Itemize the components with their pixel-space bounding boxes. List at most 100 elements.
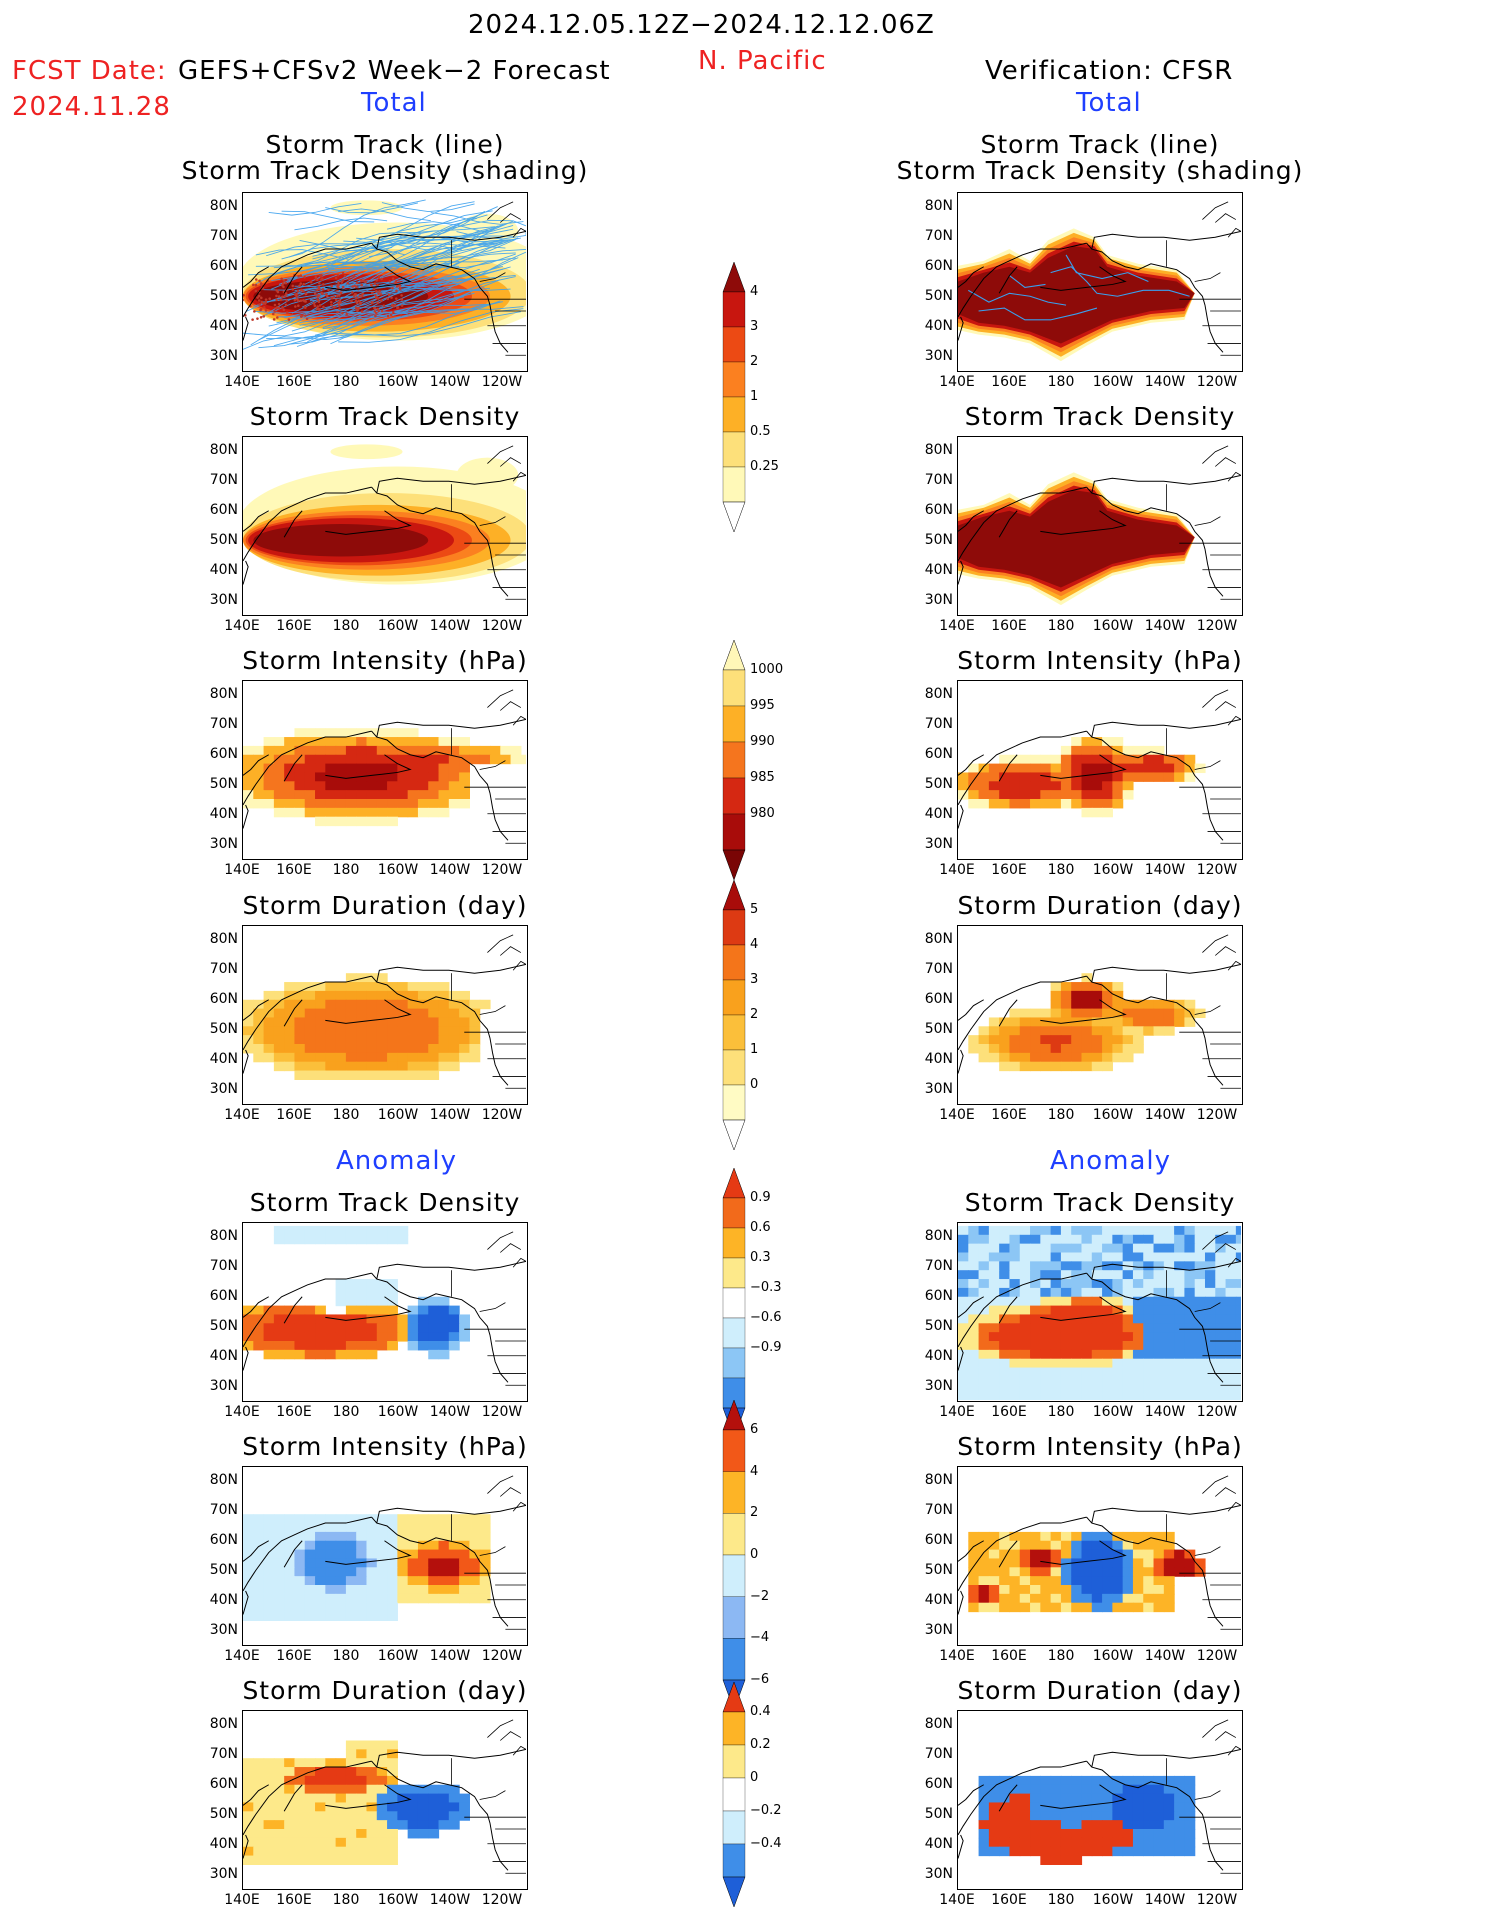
colorbar-tick-label: −0.9: [750, 1340, 782, 1355]
colorbar-tick-label: 4: [750, 937, 759, 952]
colorbar-segment: [722, 909, 746, 946]
colorbar: [722, 1681, 746, 1908]
lon-tick-label: 140W: [1144, 1107, 1186, 1123]
lat-tick-label: 80N: [209, 931, 238, 947]
colorbar-tick-label: −0.4: [750, 1836, 782, 1851]
lat-tick-label: 40N: [209, 1348, 238, 1364]
colorbar-tick-label: 1: [750, 389, 759, 404]
colorbar-segment: [722, 1681, 746, 1713]
colorbar-segment: [722, 361, 746, 398]
verification-map-panel: [957, 1222, 1243, 1402]
colorbar-segment: [722, 466, 746, 503]
colorbar-segment: [722, 1119, 746, 1151]
lat-tick-label: 40N: [924, 1836, 953, 1852]
lat-tick-label: 60N: [924, 1776, 953, 1792]
colorbar-tick-label: 5: [750, 902, 759, 917]
colorbar-tick-label: −0.6: [750, 1310, 782, 1325]
lon-tick-label: 140E: [939, 1892, 975, 1908]
panel-title: Storm Track Density: [964, 1188, 1236, 1217]
colorbar-segment: [722, 944, 746, 981]
colorbar: [722, 1399, 746, 1711]
colorbar-segment: [722, 1513, 746, 1556]
anomaly-cells: [243, 1225, 470, 1360]
lat-tick-label: 40N: [924, 318, 953, 334]
lon-tick-label: 160W: [377, 1404, 419, 1420]
lat-tick-label: 30N: [924, 1866, 953, 1882]
lon-tick-label: 160W: [377, 1648, 419, 1664]
lon-tick-label: 120W: [481, 374, 523, 390]
lat-tick-label: 50N: [924, 776, 953, 792]
lat-tick-label: 40N: [924, 806, 953, 822]
lat-tick-label: 40N: [209, 1592, 238, 1608]
lat-tick-label: 50N: [209, 1806, 238, 1822]
colorbar-segment: [722, 501, 746, 533]
panel-title: Storm Intensity (hPa): [242, 1432, 528, 1461]
lon-tick-label: 140E: [224, 1107, 260, 1123]
lon-tick-label: 140W: [1144, 862, 1186, 878]
anomaly-cells: [243, 1514, 491, 1621]
lon-tick-label: 180: [1047, 1648, 1075, 1664]
panel-title: Storm Intensity (hPa): [957, 1432, 1243, 1461]
map-plot: [958, 689, 1241, 844]
lat-tick-label: 80N: [924, 931, 953, 947]
lat-tick-label: 70N: [924, 961, 953, 977]
anomaly-label-left: Anomaly: [336, 1146, 458, 1176]
lon-tick-label: 180: [1047, 1107, 1075, 1123]
lon-tick-label: 120W: [481, 1404, 523, 1420]
panel-title: Storm Track (line): [980, 130, 1220, 159]
lat-tick-label: 70N: [924, 472, 953, 488]
colorbar-tick-label: −4: [750, 1630, 770, 1646]
lon-tick-label: 180: [332, 1107, 360, 1123]
colorbar-segment: [722, 1596, 746, 1639]
colorbar-tick-label: 995: [750, 698, 775, 713]
colorbar-tick-label: 2: [750, 1007, 759, 1022]
lon-tick-label: 160W: [1092, 1892, 1134, 1908]
lat-tick-label: 30N: [209, 348, 238, 364]
lon-tick-label: 140E: [939, 1107, 975, 1123]
lon-tick-label: 140E: [224, 618, 260, 634]
forecast-map-panel: [242, 1466, 528, 1646]
colorbar-segment: [722, 1843, 746, 1878]
forecast-map-panel: [242, 436, 528, 616]
colorbar-tick-label: −6: [750, 1672, 770, 1687]
colorbar-tick-label: 4: [750, 284, 759, 299]
lon-tick-label: 140E: [224, 1404, 260, 1420]
lat-tick-label: 80N: [924, 442, 953, 458]
lon-tick-label: 140E: [224, 862, 260, 878]
lon-tick-label: 140W: [429, 374, 471, 390]
colorbar-segment: [722, 1777, 746, 1812]
lon-tick-label: 120W: [1196, 618, 1238, 634]
panel-title: Storm Duration (day): [957, 891, 1243, 920]
lat-tick-label: 60N: [209, 502, 238, 518]
density-contour: [330, 444, 403, 460]
lon-tick-label: 140E: [224, 374, 260, 390]
map-plot: [958, 934, 1241, 1089]
lat-tick-label: 70N: [209, 716, 238, 732]
lon-tick-label: 160E: [991, 1892, 1027, 1908]
lat-tick-label: 60N: [209, 746, 238, 762]
lat-tick-label: 80N: [924, 1716, 953, 1732]
lon-tick-label: 120W: [1196, 1107, 1238, 1123]
lat-tick-label: 60N: [924, 1288, 953, 1304]
coastline: [958, 689, 1241, 844]
colorbar-segment: [722, 669, 746, 707]
lat-tick-label: 40N: [924, 1592, 953, 1608]
lat-tick-label: 40N: [209, 318, 238, 334]
lon-tick-label: 120W: [481, 1648, 523, 1664]
colorbar-tick-label: 980: [750, 806, 775, 821]
panel-title: Storm Track (line): [265, 130, 505, 159]
map-plot: [243, 1475, 526, 1630]
colorbar-tick-label: 3: [750, 319, 759, 334]
lat-tick-label: 80N: [209, 1716, 238, 1732]
lat-tick-label: 60N: [924, 1532, 953, 1548]
anomaly-label-right: Anomaly: [1050, 1146, 1172, 1176]
lat-tick-label: 40N: [924, 562, 953, 578]
lat-tick-label: 40N: [209, 562, 238, 578]
fcst-date-label: FCST Date:: [12, 56, 167, 86]
colorbar-segment: [722, 1554, 746, 1597]
duration-cells: [968, 973, 1206, 1072]
lat-tick-label: 70N: [209, 1502, 238, 1518]
colorbar-segment: [722, 261, 746, 293]
lat-tick-label: 60N: [924, 258, 953, 274]
lon-tick-label: 160E: [276, 1892, 312, 1908]
